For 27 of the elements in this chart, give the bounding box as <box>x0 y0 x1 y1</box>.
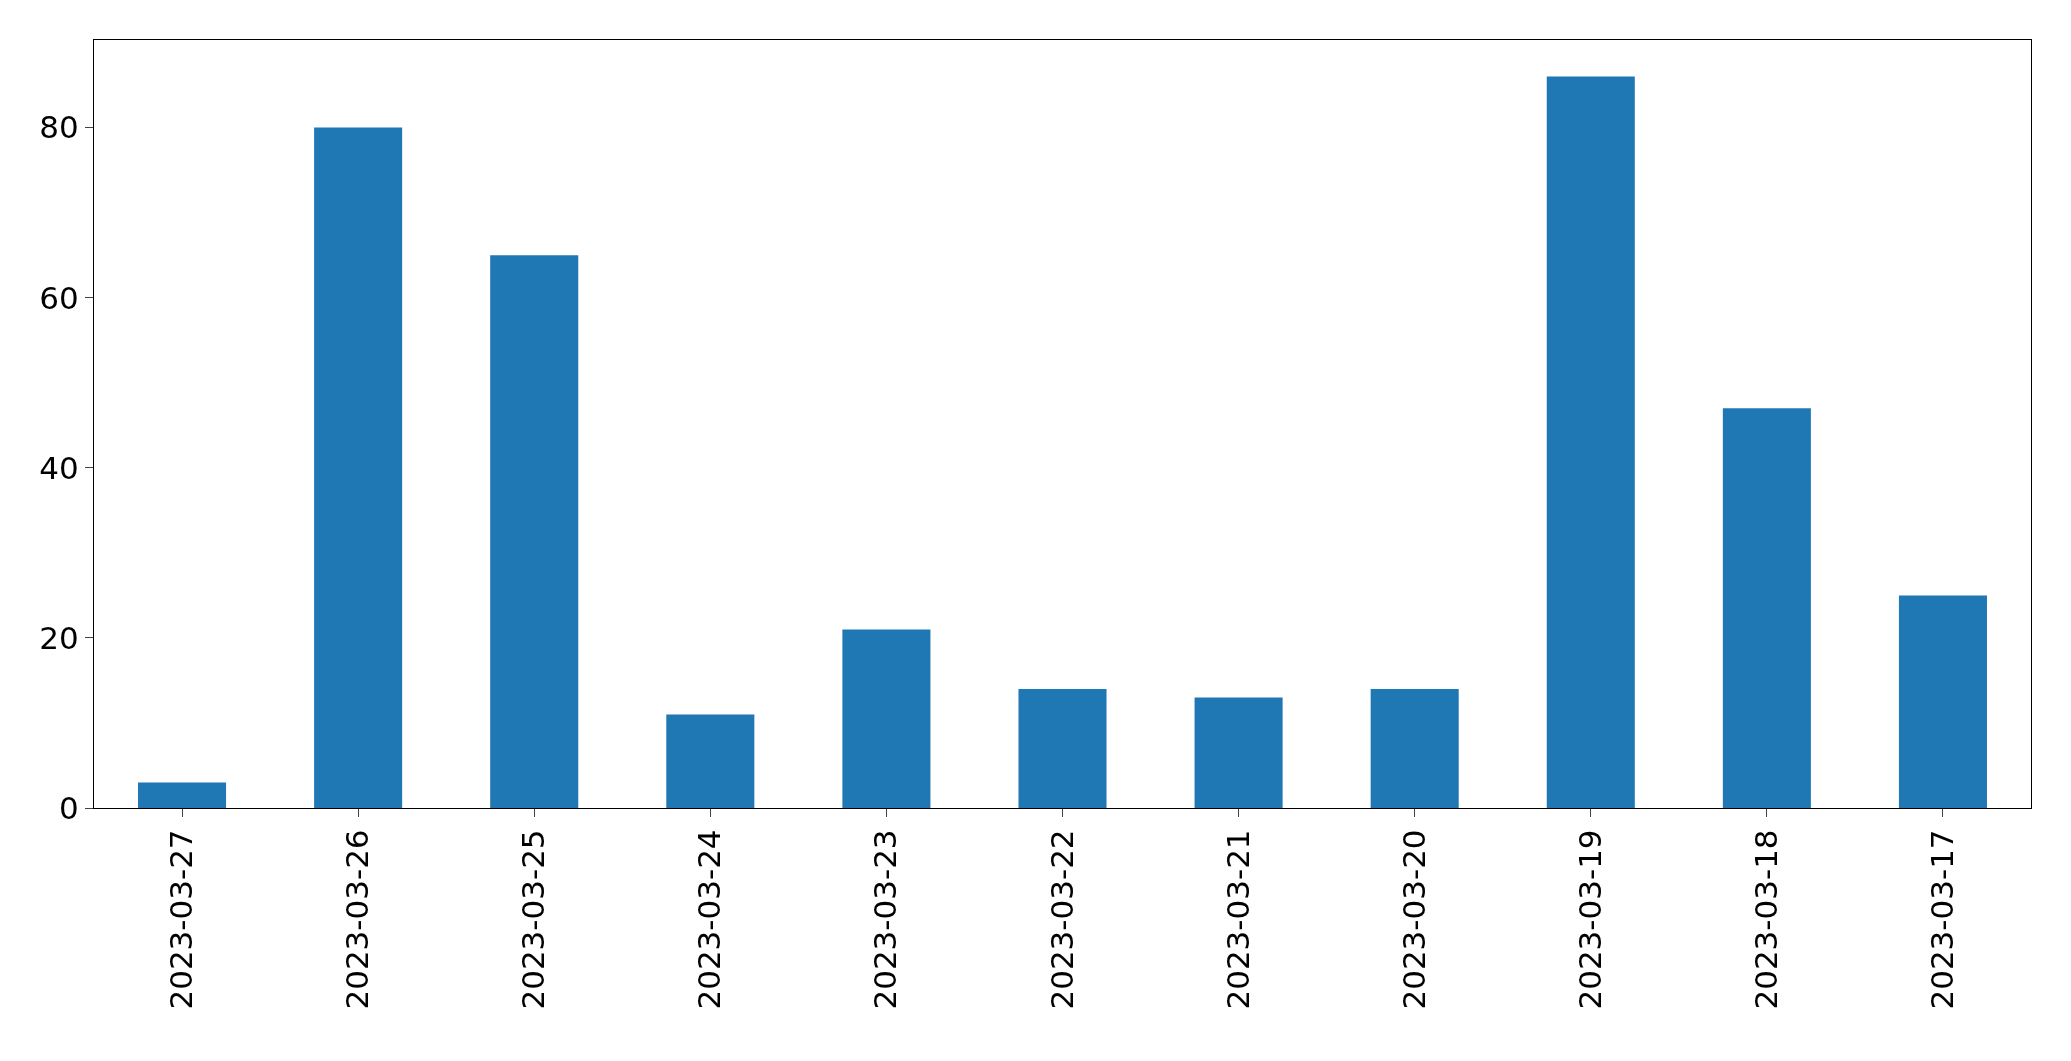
bar <box>138 782 227 808</box>
x-tick-label: 2023-03-25 <box>515 829 552 1010</box>
x-tick-label: 2023-03-26 <box>339 829 376 1010</box>
y-tick-label: 0 <box>59 789 79 826</box>
bar <box>1194 697 1283 808</box>
bar <box>490 255 579 808</box>
x-tick-label: 2023-03-17 <box>1924 829 1961 1010</box>
bar <box>666 714 755 808</box>
bar <box>314 127 403 808</box>
bar <box>1722 408 1811 808</box>
x-tick-label: 2023-03-23 <box>867 829 904 1010</box>
y-tick-label: 20 <box>39 619 79 656</box>
bar <box>1018 688 1107 808</box>
x-tick-label: 2023-03-27 <box>163 829 200 1010</box>
x-tick-label: 2023-03-18 <box>1747 829 1784 1010</box>
y-tick-label: 80 <box>39 109 79 146</box>
x-tick-label: 2023-03-21 <box>1219 829 1256 1010</box>
x-tick-label: 2023-03-19 <box>1571 829 1608 1010</box>
x-tick-label: 2023-03-22 <box>1043 829 1080 1010</box>
y-tick-label: 60 <box>39 279 79 316</box>
bar <box>1898 595 1987 808</box>
y-tick-label: 40 <box>39 449 79 486</box>
bar <box>842 629 931 808</box>
x-tick-label: 2023-03-24 <box>691 829 728 1010</box>
x-tick-label: 2023-03-20 <box>1395 829 1432 1010</box>
bar <box>1546 76 1635 808</box>
bar <box>1370 688 1459 808</box>
